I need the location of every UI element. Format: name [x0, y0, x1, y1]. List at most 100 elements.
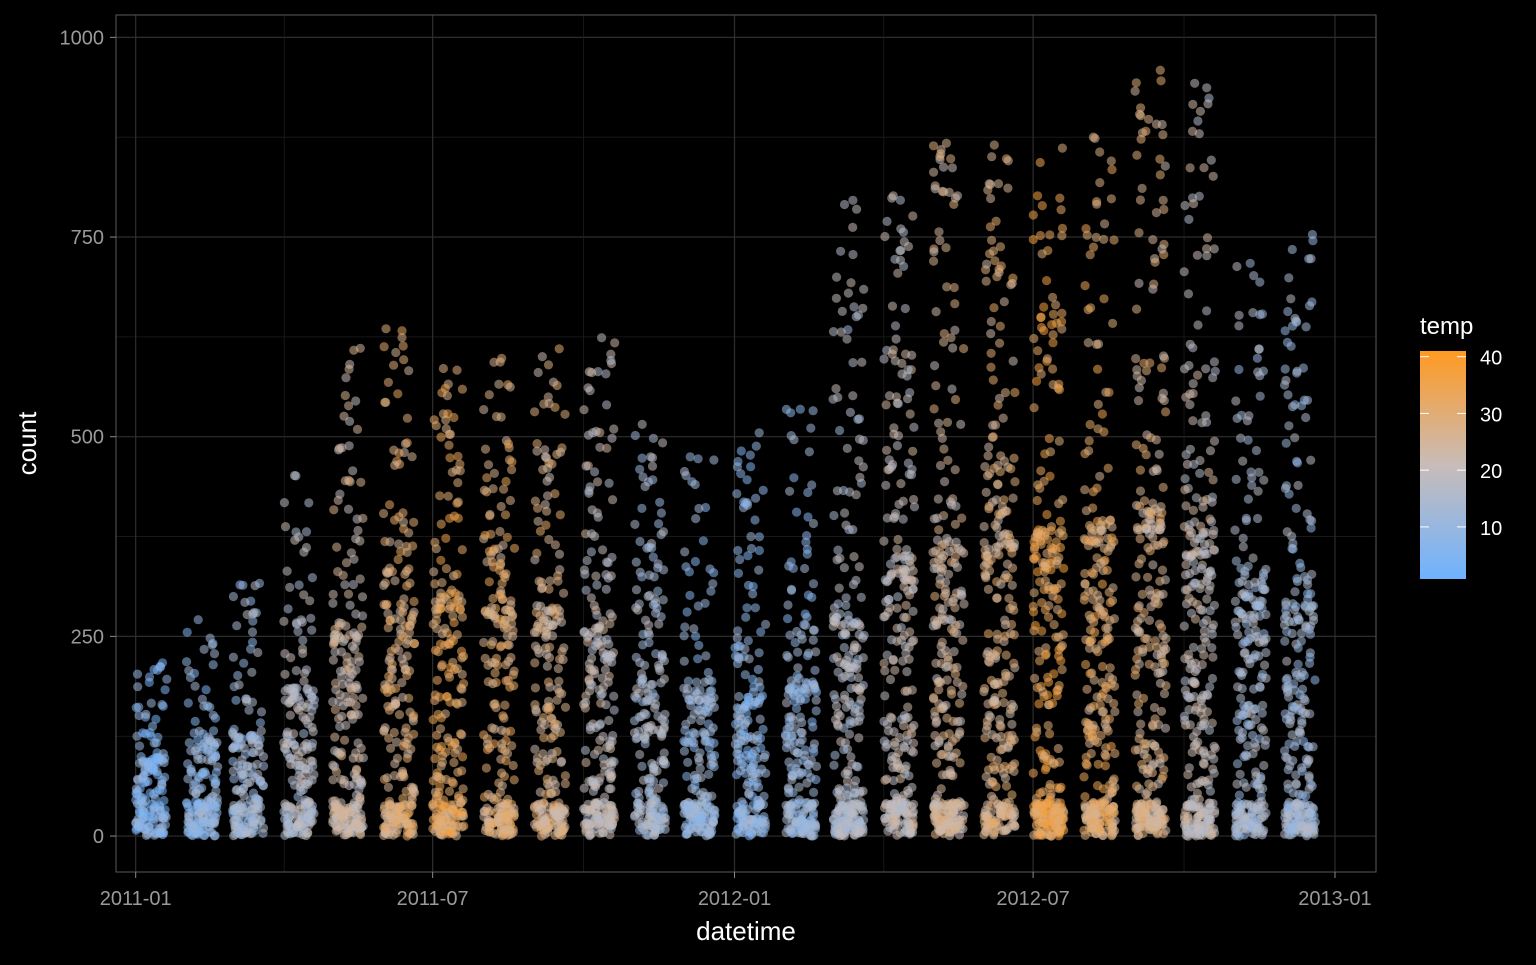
data-point	[755, 546, 764, 555]
data-point	[783, 614, 792, 623]
data-point	[735, 555, 744, 564]
data-point	[682, 772, 691, 781]
data-point	[404, 823, 413, 832]
data-point	[561, 771, 570, 780]
data-point	[933, 536, 942, 545]
data-point	[211, 779, 220, 788]
data-point	[385, 500, 394, 509]
data-point	[797, 718, 806, 727]
data-point	[230, 742, 239, 751]
data-point	[341, 476, 350, 485]
data-point	[785, 487, 794, 496]
data-point	[1132, 305, 1141, 314]
data-point	[1085, 823, 1094, 832]
data-point	[948, 817, 957, 826]
data-point	[1100, 799, 1109, 808]
data-point	[1135, 110, 1144, 119]
data-point	[660, 674, 669, 683]
data-point	[390, 759, 399, 768]
data-point	[1041, 820, 1050, 829]
data-point	[334, 714, 343, 723]
data-point	[1104, 388, 1113, 397]
data-point	[446, 800, 455, 809]
data-point	[281, 522, 290, 531]
data-point	[1132, 654, 1141, 663]
data-point	[855, 700, 864, 709]
data-point	[834, 668, 843, 677]
data-point	[1090, 628, 1099, 637]
data-point	[133, 670, 142, 679]
data-point	[345, 441, 354, 450]
data-point	[390, 516, 399, 525]
data-point	[283, 820, 292, 829]
data-point	[880, 737, 889, 746]
data-point	[432, 772, 441, 781]
data-point	[938, 638, 947, 647]
data-point	[341, 824, 350, 833]
data-point	[906, 409, 915, 418]
data-point	[537, 578, 546, 587]
data-point	[492, 412, 501, 421]
data-point	[840, 508, 849, 517]
data-point	[484, 808, 493, 817]
data-point	[594, 777, 603, 786]
data-point	[286, 711, 295, 720]
data-point	[438, 660, 447, 669]
data-point	[945, 188, 954, 197]
data-point	[908, 447, 917, 456]
data-point	[152, 738, 161, 747]
data-point	[1107, 742, 1116, 751]
data-point	[501, 756, 510, 765]
data-point	[845, 719, 854, 728]
data-point	[989, 303, 998, 312]
data-point	[843, 777, 852, 786]
data-point	[809, 744, 818, 753]
data-point	[187, 805, 196, 814]
data-point	[436, 724, 445, 733]
data-point	[1008, 563, 1017, 572]
data-point	[899, 574, 908, 583]
data-point	[844, 289, 853, 298]
data-point	[1134, 396, 1143, 405]
data-point	[600, 760, 609, 769]
data-point	[1031, 732, 1040, 741]
data-point	[155, 802, 164, 811]
data-point	[1132, 151, 1141, 160]
data-point	[803, 550, 812, 559]
data-point	[782, 801, 791, 810]
data-point	[891, 738, 900, 747]
data-point	[1058, 641, 1067, 650]
data-point	[445, 640, 454, 649]
data-point	[1138, 590, 1147, 599]
data-point	[385, 801, 394, 810]
data-point	[296, 805, 305, 814]
data-point	[699, 536, 708, 545]
data-point	[930, 361, 939, 370]
data-point	[992, 495, 1001, 504]
data-point	[848, 358, 857, 367]
data-point	[934, 419, 943, 428]
data-point	[233, 671, 242, 680]
data-point	[835, 426, 844, 435]
data-point	[456, 605, 465, 614]
data-point	[158, 776, 167, 785]
data-point	[594, 746, 603, 755]
data-point	[501, 510, 510, 519]
data-point	[1089, 487, 1098, 496]
data-point	[985, 469, 994, 478]
data-point	[550, 801, 559, 810]
data-point	[635, 750, 644, 759]
data-point	[893, 604, 902, 613]
data-point	[880, 776, 889, 785]
data-point	[1048, 548, 1057, 557]
data-point	[1158, 566, 1167, 575]
data-point	[1055, 681, 1064, 690]
data-point	[889, 727, 898, 736]
data-point	[441, 416, 450, 425]
data-point	[436, 433, 445, 442]
data-point	[229, 592, 238, 601]
data-point	[1037, 323, 1046, 332]
data-point	[884, 595, 893, 604]
data-point	[807, 799, 816, 808]
